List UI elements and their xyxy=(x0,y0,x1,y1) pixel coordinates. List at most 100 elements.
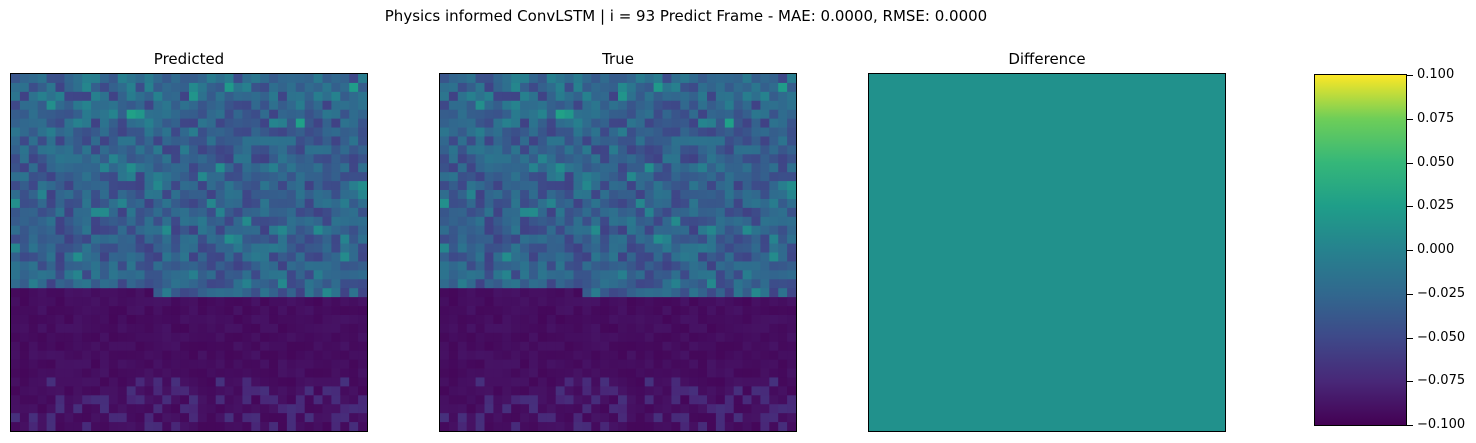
heatmap-cell xyxy=(742,350,752,361)
heatmap-cell xyxy=(662,82,672,93)
heatmap-cell xyxy=(440,216,450,227)
heatmap-cell xyxy=(91,350,101,361)
heatmap-cell xyxy=(242,82,252,93)
heatmap-cell xyxy=(715,234,726,244)
heatmap-cell xyxy=(546,163,557,173)
heatmap-cell xyxy=(769,386,779,396)
heatmap-cell xyxy=(644,386,654,396)
heatmap-cell xyxy=(278,297,288,307)
heatmap-cell xyxy=(100,216,110,227)
heatmap-cell xyxy=(475,288,485,298)
heatmap-cell xyxy=(626,359,637,369)
heatmap-cell xyxy=(91,163,101,173)
heatmap-cell xyxy=(73,74,83,84)
heatmap-cell xyxy=(778,234,788,244)
heatmap-cell xyxy=(546,413,557,423)
heatmap-cell xyxy=(278,323,288,334)
heatmap-cell xyxy=(144,422,154,431)
heatmap-cell xyxy=(475,377,485,387)
heatmap-cell xyxy=(493,118,503,128)
heatmap-cell xyxy=(180,163,190,173)
heatmap-cell xyxy=(260,145,270,155)
heatmap-cell xyxy=(206,190,217,200)
heatmap-cell xyxy=(644,377,654,387)
heatmap-cell xyxy=(546,261,557,271)
heatmap-cell xyxy=(242,252,252,262)
heatmap-cell xyxy=(662,270,672,280)
heatmap-cell xyxy=(180,100,190,111)
heatmap-cell xyxy=(117,279,128,289)
heatmap-cell xyxy=(100,181,110,191)
heatmap-cell xyxy=(313,332,323,343)
heatmap-cell xyxy=(171,145,181,155)
heatmap-cell xyxy=(626,288,637,298)
heatmap-cell xyxy=(206,100,217,111)
heatmap-cell xyxy=(135,368,145,378)
heatmap-cell xyxy=(787,395,796,405)
heatmap-cell xyxy=(787,377,796,387)
heatmap-cell xyxy=(108,395,119,405)
heatmap-cell xyxy=(358,350,367,361)
heatmap-cell xyxy=(206,404,217,414)
heatmap-cell xyxy=(171,377,181,387)
heatmap-cell xyxy=(11,341,21,352)
heatmap-cell xyxy=(224,198,234,209)
heatmap-cell xyxy=(707,100,717,111)
heatmap-cell xyxy=(215,297,225,307)
heatmap-cell xyxy=(733,118,743,128)
heatmap-cell xyxy=(313,127,323,137)
heatmap-cell xyxy=(100,359,110,369)
heatmap-cell xyxy=(135,395,145,405)
heatmap-cell xyxy=(135,341,145,352)
heatmap-cell xyxy=(440,91,450,102)
heatmap-cell xyxy=(733,225,743,236)
heatmap-cell xyxy=(117,74,128,84)
heatmap-cell xyxy=(626,74,637,84)
heatmap-cell xyxy=(304,306,314,316)
heatmap-cell xyxy=(269,297,279,307)
heatmap-cell xyxy=(340,100,350,111)
heatmap-cell xyxy=(609,368,619,378)
heatmap-cell xyxy=(117,154,128,164)
heatmap-cell xyxy=(715,127,726,137)
heatmap-cell xyxy=(37,207,47,218)
heatmap-cell xyxy=(73,323,83,334)
heatmap-cell xyxy=(242,154,252,164)
heatmap-cell xyxy=(653,82,663,93)
heatmap-cell xyxy=(698,198,708,209)
heatmap-cell xyxy=(511,243,521,253)
heatmap-cell xyxy=(153,91,163,102)
heatmap-cell xyxy=(609,270,619,280)
heatmap-cell xyxy=(135,314,145,325)
heatmap-cell xyxy=(126,306,136,316)
heatmap-cell xyxy=(484,377,494,387)
heatmap-cell xyxy=(662,74,672,84)
heatmap-cell xyxy=(64,377,74,387)
heatmap-cell xyxy=(484,332,494,343)
heatmap-cell xyxy=(546,395,557,405)
heatmap-cell xyxy=(520,225,530,236)
heatmap-cell xyxy=(233,109,243,120)
heatmap-cell xyxy=(457,341,468,352)
heatmap-cell xyxy=(304,91,314,102)
heatmap-cell xyxy=(278,314,288,325)
heatmap-cell xyxy=(46,91,56,102)
heatmap-cell xyxy=(189,127,199,137)
heatmap-cell xyxy=(215,198,225,209)
heatmap-cell xyxy=(82,377,92,387)
heatmap-cell xyxy=(206,136,217,146)
heatmap-cell xyxy=(313,261,323,271)
heatmap-cell xyxy=(206,297,217,307)
heatmap-cell xyxy=(698,422,708,431)
heatmap-cell xyxy=(260,261,270,271)
heatmap-cell xyxy=(529,288,539,298)
heatmap-cell xyxy=(529,341,539,352)
heatmap-cell xyxy=(635,323,646,334)
heatmap-cell xyxy=(278,306,288,316)
heatmap-cell xyxy=(751,368,761,378)
heatmap-cell xyxy=(546,234,557,244)
heatmap-cell xyxy=(769,234,779,244)
heatmap-cell xyxy=(340,261,350,271)
heatmap-cell xyxy=(546,109,557,120)
heatmap-cell xyxy=(215,350,225,361)
